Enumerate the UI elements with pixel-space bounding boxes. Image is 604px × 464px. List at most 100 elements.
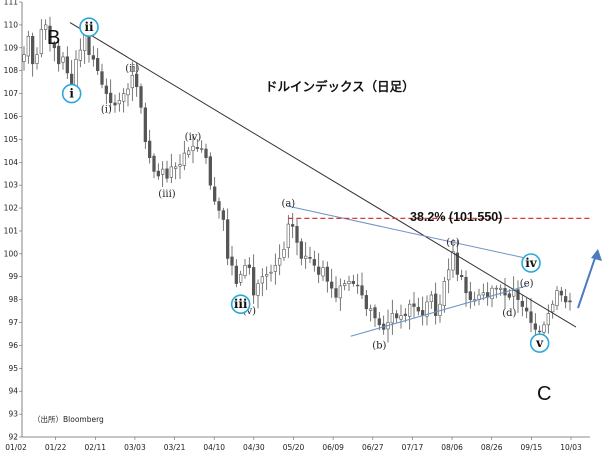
candles — [22, 16, 572, 343]
sub-wave-label: (iv) — [185, 132, 202, 143]
sub-wave-label: (v) — [243, 306, 257, 317]
x-tick-label: 03/03 — [124, 443, 146, 452]
candle-body — [139, 86, 143, 108]
x-tick-label: 03/21 — [164, 443, 186, 452]
candle-body — [525, 307, 529, 312]
candle-body — [230, 256, 234, 266]
candle-body — [91, 55, 95, 60]
candle-body — [442, 281, 446, 306]
candle-body — [165, 168, 169, 179]
candle-body — [373, 307, 377, 319]
y-tick-label: 102 — [4, 204, 19, 213]
candle — [104, 78, 108, 105]
candle — [516, 280, 520, 313]
candle-body — [208, 156, 212, 186]
candle-body — [533, 323, 537, 330]
candle-body — [468, 291, 472, 300]
candle — [499, 284, 503, 296]
candle — [425, 295, 429, 326]
candle — [360, 272, 364, 300]
candle — [559, 287, 563, 302]
candle — [135, 62, 139, 97]
candle-body — [481, 292, 485, 296]
candle-body — [330, 281, 334, 289]
candle-body — [291, 224, 295, 227]
x-tick-label: 08/06 — [441, 443, 463, 452]
candle-body — [360, 285, 364, 296]
candle — [473, 291, 477, 306]
wave-circle: iv — [521, 253, 541, 273]
sub-wave-label: (d) — [502, 308, 516, 319]
candle-body — [217, 201, 221, 211]
candle-body — [35, 54, 39, 64]
candle-body — [39, 29, 43, 54]
source-label: （出所）Bloomberg — [33, 414, 104, 424]
candle — [148, 129, 152, 164]
candle-body — [234, 265, 238, 284]
candle-body — [221, 210, 225, 220]
candle — [39, 19, 43, 58]
candle — [204, 143, 208, 164]
candle-body — [494, 287, 498, 290]
candle — [412, 292, 416, 318]
candle — [182, 140, 186, 171]
candle — [486, 282, 490, 306]
retracement-label: 38.2% (101.550) — [410, 210, 502, 224]
candle-body — [26, 36, 30, 57]
candle-body — [551, 303, 555, 313]
candle — [308, 246, 312, 264]
candle — [195, 139, 199, 152]
candle-body — [256, 283, 260, 296]
candle-body — [416, 306, 420, 312]
wave-circle: i — [61, 83, 82, 104]
candle-body — [529, 311, 533, 323]
candle-body — [126, 88, 130, 96]
candle-body — [96, 58, 100, 71]
candle — [295, 218, 299, 256]
x-tick-label: 07/17 — [402, 443, 424, 452]
candle — [330, 268, 334, 298]
sub-wave-label: (i) — [101, 104, 112, 115]
circle-marker — [61, 83, 82, 104]
circle-wave-label: iii — [234, 297, 248, 311]
candle — [321, 260, 325, 281]
candle-body — [304, 255, 308, 259]
candle — [109, 79, 113, 110]
circle-marker — [529, 333, 550, 353]
x-tick-label: 04/10 — [203, 443, 225, 452]
candle — [291, 213, 295, 239]
candle — [416, 297, 420, 316]
y-tick-label: 104 — [4, 158, 19, 167]
candle — [26, 30, 30, 64]
candle-body — [195, 147, 199, 149]
y-tick-label: 111 — [4, 0, 19, 7]
candle — [22, 46, 26, 71]
candle-body — [239, 274, 243, 283]
candle-body — [421, 310, 425, 316]
candle — [156, 163, 160, 180]
candle — [468, 281, 472, 309]
candle-body — [109, 92, 113, 104]
arrow-head — [591, 249, 602, 261]
candle — [282, 241, 286, 261]
candle — [126, 83, 130, 107]
candle — [512, 276, 516, 309]
trend-lines — [69, 22, 602, 337]
candle-body — [61, 56, 65, 63]
y-tick-label: 105 — [4, 135, 19, 144]
candle — [161, 161, 165, 188]
candle — [564, 288, 568, 309]
circle-marker — [79, 17, 99, 37]
candle-body — [48, 25, 52, 44]
candle — [200, 140, 204, 153]
candle-body — [343, 283, 347, 286]
candle-body — [425, 301, 429, 317]
candle — [230, 245, 234, 276]
sub-wave-label: (iii) — [158, 189, 175, 200]
candle — [61, 52, 65, 70]
candle-body — [191, 145, 195, 151]
candle — [143, 102, 147, 149]
sub-wave-label: (c) — [446, 237, 460, 248]
candle — [265, 266, 269, 290]
candle — [234, 259, 238, 288]
